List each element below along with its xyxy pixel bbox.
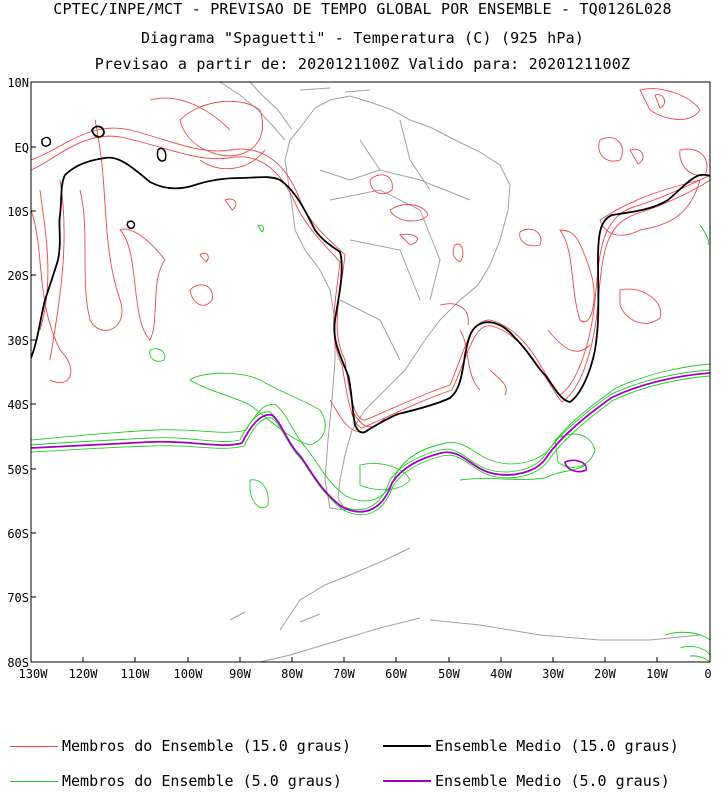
member-15-contour: [31, 127, 710, 421]
member-15-contour: [439, 303, 591, 352]
member-15-contour: [619, 288, 662, 324]
lat-label: EQ: [15, 141, 29, 155]
central-america-coastline: [219, 82, 293, 141]
member-15-contour: [519, 228, 542, 247]
title-line-1: CPTEC/INPE/MCT - PREVISAO DE TEMPO GLOBA…: [53, 0, 672, 18]
legend-swatch-mean-15: [383, 745, 431, 747]
member-5-contour: [459, 464, 586, 481]
lon-label: 80W: [281, 667, 303, 681]
lat-label: 50S: [7, 463, 29, 477]
member-15-contour: [599, 179, 701, 236]
lon-label: 50W: [438, 667, 460, 681]
legend-swatch-mean-5: [383, 780, 431, 782]
lon-label: 130W: [19, 667, 49, 681]
lat-label: 40S: [7, 398, 29, 412]
member-5-contour: [664, 631, 710, 662]
lon-label: 100W: [174, 667, 204, 681]
ensemble-mean-15-blob: [126, 220, 136, 229]
lat-label: 30S: [7, 334, 29, 348]
member-15-contour: [598, 137, 644, 165]
member-15-contour: [559, 229, 595, 323]
title-line-3: Previsao a partir de: 2020121100Z Valido…: [94, 55, 631, 73]
lat-label: 10N: [7, 76, 29, 90]
lat-label: 80S: [7, 656, 29, 670]
lon-label: 110W: [121, 667, 151, 681]
member-5-contour: [189, 372, 326, 446]
member-15-contour: [79, 119, 123, 331]
title-line-2: Diagrama "Spaguetti" - Temperatura (C) (…: [140, 29, 585, 47]
ensemble-mean-15-blob: [156, 147, 167, 162]
legend-swatch-members-15: [10, 745, 58, 747]
lat-label: 70S: [7, 591, 29, 605]
lat-label: 10S: [7, 205, 29, 219]
member-5-contour: [149, 348, 166, 362]
legend-members-5: Membros do Ensemble (5.0 graus): [10, 772, 342, 790]
lat-label: 20S: [7, 269, 29, 283]
member-15-contour: [199, 198, 237, 263]
members-15-contours: [31, 88, 710, 433]
ensemble-mean-15-line: [31, 156, 710, 434]
legend-swatch-members-5: [10, 780, 58, 782]
coastline-layer: [219, 82, 701, 662]
member-5-contour: [554, 433, 596, 468]
ensemble-mean-5-line: [31, 372, 710, 513]
member-5-contour: [359, 463, 411, 491]
member-15-contour: [369, 174, 393, 194]
member-15-contour: [189, 284, 213, 306]
member-15-contour: [639, 88, 701, 120]
lon-label: 40W: [490, 667, 512, 681]
axis-ticks: [30, 81, 711, 663]
member-5-contour: [31, 363, 710, 502]
member-5-contour: [249, 479, 269, 509]
legend-label: Ensemble Medio (5.0 graus): [435, 772, 670, 790]
lon-label: 70W: [333, 667, 355, 681]
lon-label: 60W: [385, 667, 407, 681]
lon-label: 20W: [594, 667, 616, 681]
lon-label: 90W: [229, 667, 251, 681]
caribbean-islands: [299, 87, 371, 93]
members-5-contours: [31, 224, 710, 662]
lon-label: 10W: [646, 667, 668, 681]
member-15-contour: [389, 204, 429, 246]
plot-frame: [30, 81, 711, 663]
south-america-coastline: [284, 95, 511, 511]
member-15-contour: [452, 243, 464, 263]
antarctica-coastline: [429, 619, 701, 641]
member-15-contour: [679, 148, 708, 176]
weddell-coast: [229, 611, 321, 623]
lon-label: 30W: [542, 667, 564, 681]
legend-members-15: Membros do Ensemble (15.0 graus): [10, 737, 351, 755]
member-15-contour: [31, 179, 72, 384]
legend-label: Membros do Ensemble (5.0 graus): [62, 772, 342, 790]
legend-label: Membros do Ensemble (15.0 graus): [62, 737, 351, 755]
member-15-contour: [329, 399, 386, 433]
antarctic-peninsula: [259, 547, 421, 662]
member-15-contour: [179, 100, 264, 157]
member-15-contour: [119, 228, 166, 341]
legend-mean-5: Ensemble Medio (5.0 graus): [383, 772, 670, 790]
member-15-contour: [149, 97, 266, 170]
country-borders: [319, 119, 471, 361]
legend-mean-15: Ensemble Medio (15.0 graus): [383, 737, 679, 755]
ensemble-mean-15-blob: [91, 125, 105, 138]
ensemble-mean-15-blob: [41, 136, 52, 147]
lon-label: 0: [704, 667, 711, 681]
ensemble-mean-5-blob: [564, 459, 587, 473]
member-5-contour: [257, 224, 709, 246]
lon-label: 120W: [69, 667, 99, 681]
member-5-contour: [31, 375, 710, 516]
member-15-contour: [459, 329, 507, 396]
lat-label: 60S: [7, 527, 29, 541]
legend-label: Ensemble Medio (15.0 graus): [435, 737, 679, 755]
